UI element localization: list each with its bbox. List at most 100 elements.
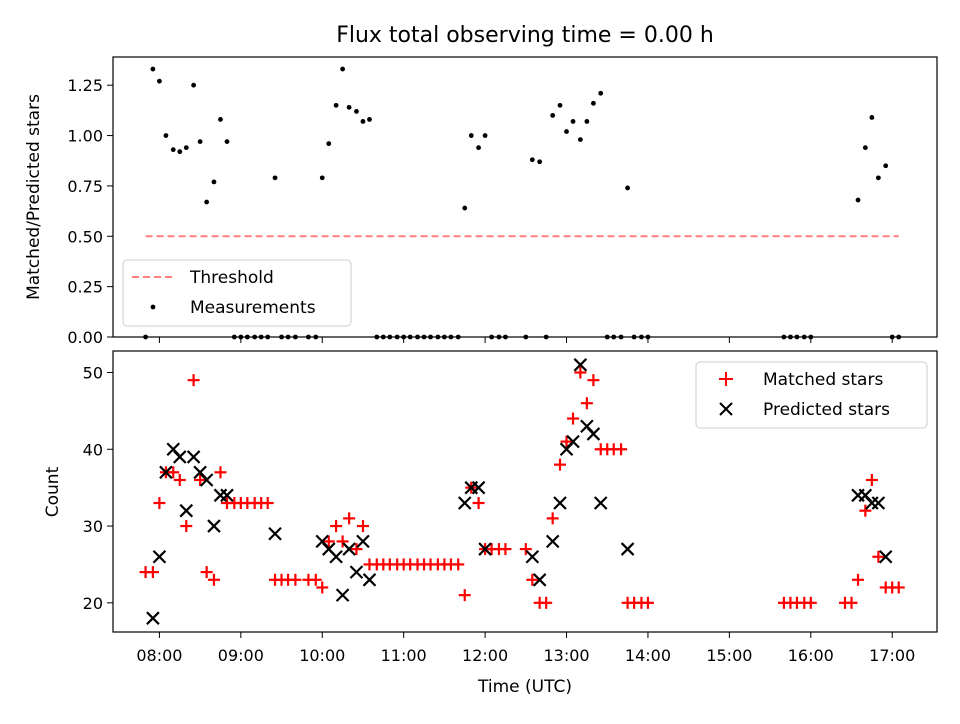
matched-star-point (472, 497, 485, 510)
x-marker-b (220, 488, 234, 503)
predicted-star-point (356, 534, 370, 549)
x-marker-b (349, 565, 364, 579)
x-marker-b (166, 442, 181, 457)
ratio-y-axis: 0.00 0.25 0.50 0.75 1.00 1.25 (67, 76, 893, 347)
legend-predicted-swatch (719, 402, 733, 416)
predicted-star-point (878, 549, 893, 564)
matched-star-point (587, 374, 600, 387)
measurement-point (869, 115, 875, 120)
measurement-point (537, 159, 543, 165)
x-marker-b (532, 573, 547, 587)
x-marker-b (329, 549, 343, 564)
measurement-point (150, 66, 156, 72)
counts-ytick-label: 40 (83, 440, 103, 459)
counts-xtick-label: 17:00 (869, 646, 915, 665)
matched-star-point (560, 435, 573, 448)
ratio-ytick-label: 1.00 (67, 127, 103, 146)
predicted-star-point (207, 519, 221, 533)
x-marker-b (878, 549, 893, 564)
measurement-point (272, 175, 278, 181)
predicted-star-point (586, 427, 601, 441)
matched-star-point (207, 573, 220, 586)
measurement-point (211, 179, 217, 185)
measurement-point (346, 104, 352, 110)
x-marker-b (268, 526, 282, 541)
counts-marks (139, 358, 905, 625)
matched-star-point (892, 581, 905, 594)
x-marker-b (172, 450, 187, 464)
ratio-ytick-label: 0.75 (67, 177, 103, 196)
measurement-point (197, 139, 203, 145)
measurement-point (170, 147, 176, 153)
counts-xtick-label: 15:00 (706, 646, 752, 665)
matched-star-point (804, 596, 817, 609)
measurement-point (354, 108, 359, 114)
legend-matched-swatch (719, 372, 733, 386)
x-marker-b (573, 358, 588, 372)
matched-star-point (872, 550, 885, 563)
counts-xtick-label: 09:00 (218, 646, 264, 665)
matched-star-point (167, 466, 180, 479)
x-marker-b (186, 450, 201, 464)
predicted-star-point (199, 473, 214, 487)
predicted-star-point (146, 611, 160, 625)
matched-star-point (214, 466, 227, 479)
counts-xtick-label: 08:00 (136, 646, 182, 665)
x-marker-b (315, 534, 330, 549)
predicted-star-point (172, 450, 187, 464)
matched-star-point (580, 397, 593, 410)
ratio-legend: Threshold Measurements (122, 259, 352, 327)
figure-title: Flux total observing time = 0.00 h (336, 23, 714, 48)
predicted-star-point (268, 526, 282, 541)
x-marker-b (525, 549, 540, 564)
matched-star-point (261, 497, 274, 510)
counts-xlabel: Time (UTC) (477, 677, 572, 697)
counts-xtick-label: 13:00 (543, 646, 589, 665)
measurement-point (875, 175, 881, 181)
counts-plot-frame (112, 350, 938, 633)
measurement-point (333, 102, 339, 108)
counts-xtick-label: 10:00 (299, 646, 345, 665)
counts-ylabel: Count (43, 466, 63, 517)
measurement-point (482, 133, 488, 138)
measurement-point (550, 113, 556, 118)
measurement-point (183, 145, 189, 151)
predicted-star-point (349, 565, 364, 579)
x-marker-b (356, 534, 370, 549)
measurement-point (855, 197, 861, 203)
measurement-point (191, 82, 197, 88)
x-marker-b (335, 588, 350, 602)
predicted-star-point (566, 434, 580, 449)
x-marker-b (342, 542, 356, 556)
ratio-ylabel: Matched/Predicted stars (24, 94, 44, 300)
matched-star-point (859, 504, 872, 517)
matched-star-point (574, 366, 587, 379)
ratio-ytick-label: 0.50 (67, 227, 103, 246)
measurement-point (340, 66, 346, 72)
x-marker-b (471, 480, 486, 495)
predicted-star-point (342, 542, 356, 556)
ratio-ytick-label: 0.00 (67, 328, 103, 347)
predicted-star-point (186, 450, 201, 464)
legend-predicted-label: Predicted stars (763, 400, 890, 420)
matched-star-point (452, 558, 465, 571)
measurement-point (625, 185, 630, 191)
legend-measurements-swatch (150, 304, 156, 310)
x-marker-b (580, 419, 594, 434)
measurement-point (177, 149, 183, 155)
predicted-star-point (335, 588, 350, 602)
counts-ytick-label: 50 (83, 363, 103, 382)
counts-xtick-label: 14:00 (625, 646, 671, 665)
matched-star-point (499, 543, 512, 556)
matched-star-point (567, 412, 580, 425)
measurement-point (584, 119, 590, 124)
matched-star-point (309, 573, 322, 586)
legend-matched-label: Matched stars (763, 370, 883, 390)
matched-star-point (146, 566, 159, 579)
measurement-point (862, 145, 868, 151)
matched-star-point (330, 520, 343, 533)
predicted-star-point (620, 542, 635, 556)
matched-star-point (194, 473, 207, 486)
